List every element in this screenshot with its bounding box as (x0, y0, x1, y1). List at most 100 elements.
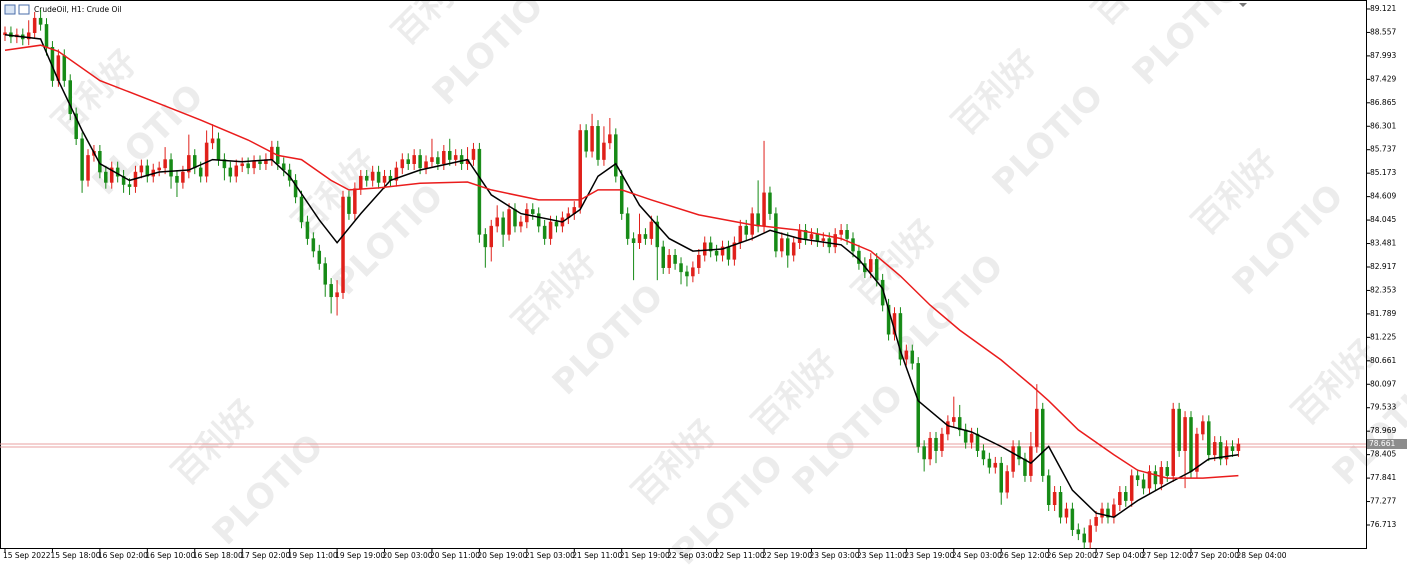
candle-body (708, 242, 713, 252)
candle-body (714, 250, 719, 256)
x-tick-label: 21 Sep 11:00 (572, 551, 622, 560)
candle-body (1041, 408, 1045, 476)
candle-body (169, 159, 173, 177)
watermark-text: 百利好 (505, 243, 605, 343)
x-tick-label: 23 Sep 03:00 (809, 551, 859, 560)
y-tick-label: 88.557 (1370, 27, 1396, 36)
candle-body (240, 163, 244, 167)
candle-body (614, 134, 618, 177)
candle-body (762, 192, 766, 227)
candle-body (317, 250, 322, 264)
y-tick-label: 78.969 (1370, 426, 1396, 435)
candle-body (80, 138, 84, 181)
candle-body (999, 462, 1003, 493)
candle-body (554, 221, 559, 227)
candle-body (1011, 446, 1015, 472)
candle-body (359, 175, 363, 189)
candle-body (1177, 408, 1181, 451)
y-tick-label: 83.481 (1370, 239, 1396, 248)
candle-body (531, 209, 535, 214)
x-tick-label: 26 Sep 20:00 (1047, 551, 1097, 560)
candle-body (26, 32, 31, 40)
candle-body (667, 254, 671, 268)
candle-body (726, 246, 731, 260)
y-tick-label: 85.737 (1370, 145, 1396, 154)
candle-body (187, 155, 191, 173)
x-tick-label: 23 Sep 19:00 (904, 551, 954, 560)
candle-body (68, 80, 72, 115)
x-tick-label: 24 Sep 03:00 (952, 551, 1002, 560)
y-tick-label: 80.661 (1370, 356, 1396, 365)
candle-body (163, 159, 167, 169)
candle-body (1005, 471, 1009, 493)
candle-body (1088, 525, 1092, 543)
candle-body (922, 446, 926, 460)
candle-body (1224, 446, 1229, 460)
y-tick-label: 79.533 (1370, 403, 1396, 412)
candle-body (673, 254, 677, 264)
candle-body (44, 24, 49, 48)
candle-body (1147, 471, 1152, 489)
candle-body (732, 242, 737, 260)
candle-body (1029, 446, 1033, 476)
y-tick-label: 82.917 (1370, 262, 1396, 271)
candle-body (175, 175, 179, 183)
candle-body (1183, 417, 1187, 451)
x-tick-label: 28 Sep 04:00 (1236, 551, 1286, 560)
candle-body (679, 263, 683, 273)
candle-body (1207, 421, 1211, 456)
candle-body (453, 155, 458, 160)
candle-body (536, 213, 541, 227)
candle-body (157, 167, 161, 171)
candle-body (578, 130, 582, 208)
y-tick-label: 77.841 (1370, 473, 1396, 482)
candle-body (969, 433, 974, 443)
candle-body (513, 209, 517, 227)
candle-body (335, 292, 339, 298)
y-tick-label: 87.429 (1370, 74, 1396, 83)
candle-body (501, 217, 505, 235)
candle-body (756, 213, 760, 227)
y-tick-label: 80.097 (1370, 379, 1396, 388)
candle-body (329, 284, 333, 298)
candle-body (1035, 408, 1039, 447)
candle-body (1236, 443, 1241, 451)
candle-body (1230, 446, 1235, 451)
candle-body (193, 155, 197, 169)
x-tick-label: 15 Sep 2022 (3, 551, 51, 560)
candle-body (198, 167, 203, 177)
candle-body (803, 230, 808, 239)
candle-body (459, 155, 464, 164)
x-tick-label: 16 Sep 18:00 (193, 551, 243, 560)
candle-body (1076, 529, 1081, 535)
candle-body (548, 221, 553, 239)
candle-body (311, 238, 316, 252)
candle-body (797, 230, 802, 243)
candle-body (181, 171, 185, 183)
candle-body (1064, 508, 1069, 518)
candle-body (619, 175, 624, 214)
candle-body (222, 159, 227, 169)
candle-body (483, 234, 488, 248)
candle-body (305, 221, 310, 239)
candle-body (1165, 467, 1170, 476)
candle-body (1046, 475, 1051, 505)
x-tick-label: 22 Sep 19:00 (762, 551, 812, 560)
candle-body (210, 138, 215, 144)
x-tick-label: 19 Sep 11:00 (288, 551, 338, 560)
x-tick-label: 16 Sep 02:00 (98, 551, 148, 560)
candle-body (946, 421, 950, 435)
candle-body (791, 242, 796, 256)
candle-body (347, 196, 351, 214)
candle-body (406, 159, 410, 164)
candle-body (928, 437, 932, 460)
candle-body (981, 450, 986, 460)
y-tick-label: 85.173 (1370, 168, 1396, 177)
y-tick-label: 87.993 (1370, 51, 1396, 60)
watermark-text: PLOTIO (1125, 0, 1252, 93)
x-tick-label: 27 Sep 20:00 (1189, 551, 1239, 560)
candle-body (246, 163, 250, 169)
candle-body (691, 267, 695, 277)
